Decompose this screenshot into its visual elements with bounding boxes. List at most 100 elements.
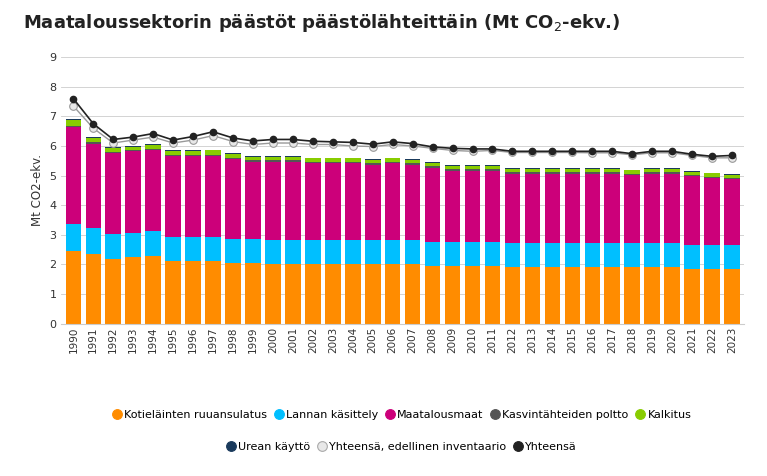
Bar <box>684 171 700 172</box>
Bar <box>126 233 141 257</box>
Bar <box>265 157 281 160</box>
Bar <box>186 155 201 156</box>
Bar <box>385 163 400 240</box>
Bar <box>584 169 600 172</box>
Bar <box>684 175 700 177</box>
Bar <box>624 243 640 268</box>
Bar <box>166 151 181 155</box>
Bar <box>425 168 440 242</box>
Bar <box>285 162 301 240</box>
Bar <box>505 268 520 324</box>
Legend: Urean käyttö, Yhteensä, edellinen inventaario, Yhteensä: Urean käyttö, Yhteensä, edellinen invent… <box>229 441 577 452</box>
Bar <box>664 172 680 174</box>
Bar <box>385 240 400 265</box>
Bar <box>305 265 321 324</box>
Bar <box>405 163 420 165</box>
Bar <box>565 174 580 243</box>
Bar <box>245 156 261 157</box>
Bar <box>65 225 81 251</box>
Bar <box>245 263 261 324</box>
Bar <box>325 159 341 162</box>
Bar <box>505 169 520 172</box>
Bar <box>405 159 420 160</box>
Bar <box>245 162 261 238</box>
Bar <box>345 163 360 240</box>
Bar <box>704 245 720 269</box>
Bar <box>126 146 141 147</box>
Bar <box>525 168 540 169</box>
Bar <box>664 169 680 172</box>
Bar <box>624 175 640 243</box>
Bar <box>245 157 261 160</box>
Bar <box>385 265 400 324</box>
Bar <box>724 175 740 178</box>
Y-axis label: Mt CO2-ekv.: Mt CO2-ekv. <box>31 154 44 227</box>
Bar <box>245 160 261 162</box>
Bar <box>485 166 500 169</box>
Bar <box>724 178 740 179</box>
Bar <box>545 169 560 172</box>
Bar <box>604 168 620 169</box>
Bar <box>684 245 700 269</box>
Bar <box>405 165 420 240</box>
Bar <box>345 162 360 163</box>
Bar <box>604 174 620 243</box>
Bar <box>106 148 121 151</box>
Bar <box>365 163 380 165</box>
Bar <box>545 268 560 324</box>
Bar <box>565 169 580 172</box>
Bar <box>325 158 341 159</box>
Bar <box>206 237 221 261</box>
Bar <box>385 158 400 159</box>
Bar <box>565 168 580 169</box>
Bar <box>265 160 281 162</box>
Bar <box>126 150 141 151</box>
Bar <box>465 166 480 169</box>
Bar <box>445 166 460 169</box>
Bar <box>405 240 420 265</box>
Bar <box>385 159 400 162</box>
Bar <box>644 243 660 268</box>
Bar <box>545 243 560 268</box>
Bar <box>445 169 460 170</box>
Bar <box>106 153 121 234</box>
Bar <box>186 237 201 261</box>
Bar <box>126 147 141 150</box>
Bar <box>186 150 201 151</box>
Bar <box>365 160 380 163</box>
Bar <box>465 165 480 166</box>
Bar <box>425 266 440 324</box>
Bar <box>505 174 520 243</box>
Bar <box>325 240 341 265</box>
Bar <box>425 162 440 163</box>
Bar <box>186 261 201 324</box>
Bar <box>365 165 380 240</box>
Bar <box>644 169 660 172</box>
Bar <box>604 169 620 172</box>
Bar <box>126 257 141 324</box>
Bar <box>305 163 321 240</box>
Bar <box>505 168 520 169</box>
Bar <box>724 174 740 175</box>
Bar <box>724 245 740 269</box>
Bar <box>704 269 720 324</box>
Bar <box>445 242 460 266</box>
Bar <box>704 178 720 245</box>
Bar <box>345 159 360 162</box>
Bar <box>704 177 720 178</box>
Bar <box>644 268 660 324</box>
Bar <box>85 228 101 254</box>
Bar <box>85 142 101 144</box>
Bar <box>445 266 460 324</box>
Bar <box>485 170 500 242</box>
Bar <box>405 160 420 163</box>
Bar <box>65 126 81 127</box>
Bar <box>325 162 341 163</box>
Bar <box>445 170 460 242</box>
Bar <box>505 243 520 268</box>
Bar <box>65 119 81 126</box>
Bar <box>285 265 301 324</box>
Bar <box>245 238 261 263</box>
Bar <box>206 261 221 324</box>
Bar <box>305 158 321 159</box>
